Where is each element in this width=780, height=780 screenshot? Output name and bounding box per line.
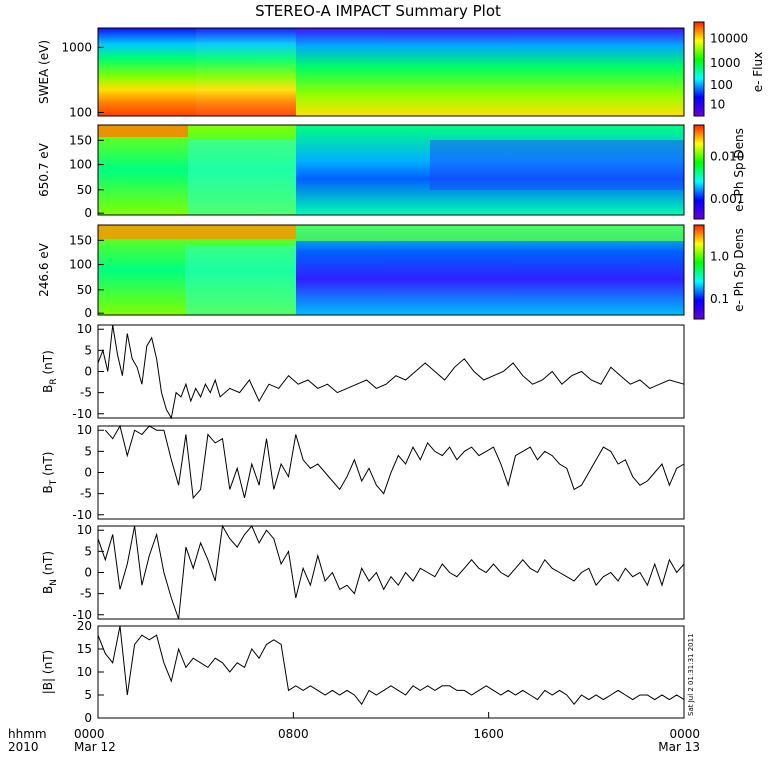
ylabel-sub-bn: N: [49, 579, 59, 586]
cbtick-swea-3: 10: [710, 98, 725, 112]
ylabel-main-bt: B: [41, 485, 55, 493]
traces-layer: [97, 324, 685, 706]
cbtick-swea-2: 100: [710, 78, 733, 92]
ytick-bt-0: 10: [77, 423, 92, 437]
pad650-frame: [97, 124, 685, 216]
ytick-br-4: -10: [72, 407, 92, 421]
ytick-bt-2: 0: [84, 466, 92, 480]
ylabel-main-br: B: [41, 385, 55, 393]
ytick-br-0: 10: [77, 322, 92, 336]
cbtick-swea-1: 1000: [710, 56, 741, 70]
ytick-pad246-1: 100: [69, 258, 92, 272]
xtick-label-1: 0800: [278, 727, 309, 741]
ylabel-unit-bn: (nT): [41, 551, 55, 579]
ylabel-bn: BN (nT): [41, 551, 59, 594]
ytick-br-3: -5: [80, 386, 92, 400]
trace-bn: [97, 524, 685, 620]
cbtick-pad650-1: 0.001: [710, 192, 744, 206]
ytick-bmag-4: 0: [84, 711, 92, 725]
ylabel-unit-bt: (nT): [41, 452, 55, 480]
ytick-bmag-0: 20: [77, 619, 92, 633]
xtick-label-3: 0000: [669, 727, 700, 741]
ylabel-bmag: |B| (nT): [41, 650, 55, 694]
ytick-bt-3: -5: [80, 487, 92, 501]
ytick-bn-3: -5: [80, 587, 92, 601]
ytick-bn-4: -10: [72, 608, 92, 622]
xtick-date-3: Mar 13: [658, 740, 700, 754]
xtick-date-0: Mar 12: [74, 740, 116, 754]
ytick-pad650-3: 0: [84, 206, 92, 220]
colorbar-pad246: [693, 224, 705, 320]
frame-bmag: [97, 625, 685, 719]
ytick-pad246-2: 50: [77, 283, 92, 297]
ylabel-sub-bt: T: [49, 479, 59, 486]
footer-hhmm: hhmm: [8, 727, 47, 741]
ytick-pad246-0: 150: [69, 233, 92, 247]
pad246-frame: [97, 224, 685, 316]
ytick-br-2: 0: [84, 365, 92, 379]
xtick-label-2: 1600: [473, 727, 504, 741]
ytick-pad650-0: 150: [69, 133, 92, 147]
ylabel-swea: SWEA (eV): [37, 40, 51, 104]
xtick-label-0: 0000: [74, 727, 105, 741]
trace-br: [97, 324, 685, 420]
pad650-panel: [97, 124, 685, 216]
ytick-swea-1: 100: [69, 105, 92, 119]
swea-panel: [97, 27, 685, 117]
cbtick-swea-0: 10000: [710, 32, 748, 46]
swea-frame: [97, 27, 685, 117]
ytick-bn-0: 10: [77, 523, 92, 537]
ytick-swea-0: 1000: [61, 40, 92, 54]
cblabel-pad246: e- Ph Sp Dens: [732, 228, 746, 312]
colorbar-pad650: [693, 124, 705, 220]
frame-br: [97, 324, 685, 419]
trace-bt: [104, 424, 685, 500]
ylabel-unit-br: (nT): [41, 350, 55, 378]
ylabel-main-bn: B: [41, 586, 55, 594]
ytick-pad246-3: 0: [84, 306, 92, 320]
ytick-bmag-3: 5: [84, 688, 92, 702]
cbtick-pad246-0: 1.0: [710, 250, 729, 264]
footer-year: 2010: [8, 740, 39, 754]
cbtick-pad246-1: 0.1: [710, 292, 729, 306]
ylabel-bt: BT (nT): [41, 452, 59, 494]
ytick-bt-4: -10: [72, 508, 92, 522]
ytick-bt-1: 5: [84, 444, 92, 458]
ylabel-unit-bmag: (nT): [41, 650, 55, 678]
ylabel-sub-br: R: [49, 378, 59, 384]
ytick-bn-1: 5: [84, 544, 92, 558]
timestamp-stamp: Sat Jul 2 01:31:31 2011: [687, 633, 695, 716]
ytick-bmag-1: 15: [77, 642, 92, 656]
ylabel-pad650: 650.7 eV: [37, 142, 51, 197]
ylabel-pad246: 246.6 eV: [37, 242, 51, 297]
colorbar-swea: [693, 21, 705, 117]
ytick-bn-2: 0: [84, 566, 92, 580]
ylabel-br: BR (nT): [41, 350, 59, 393]
cblabel-pad650: e- Ph Sp Dens: [732, 128, 746, 212]
plot-title: STEREO-A IMPACT Summary Plot: [255, 2, 501, 20]
ytick-br-1: 5: [84, 343, 92, 357]
ytick-bmag-2: 10: [77, 665, 92, 679]
frame-bn: [97, 525, 685, 620]
ylabel-main-bmag: |B|: [41, 678, 55, 694]
ytick-pad650-2: 50: [77, 183, 92, 197]
cbtick-pad650-0: 0.010: [710, 150, 744, 164]
trace-bmag: [97, 625, 685, 706]
pad246-panel: [97, 224, 685, 316]
cblabel-swea: e- Flux: [751, 52, 765, 92]
ytick-pad650-1: 100: [69, 158, 92, 172]
